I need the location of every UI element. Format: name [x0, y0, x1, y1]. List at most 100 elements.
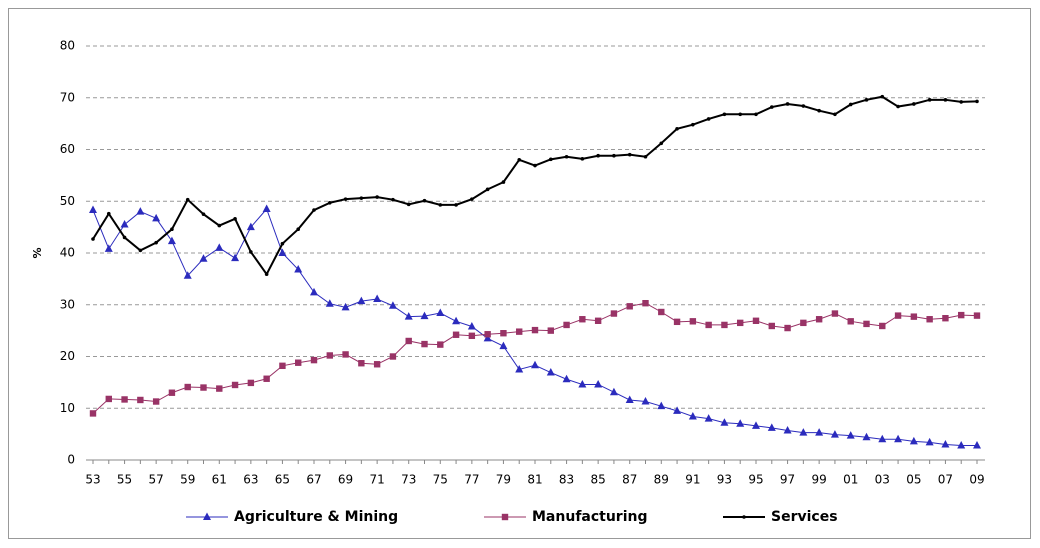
marker: [280, 241, 285, 246]
marker: [452, 316, 461, 325]
x-tick-label: 09: [969, 473, 984, 487]
y-tick-label: 30: [60, 297, 75, 311]
y-tick-label: 60: [60, 142, 75, 156]
marker: [215, 243, 224, 251]
marker: [578, 379, 587, 388]
marker: [863, 320, 870, 328]
marker: [295, 359, 302, 366]
marker: [388, 301, 397, 309]
marker: [263, 375, 270, 382]
marker: [168, 389, 176, 396]
marker: [688, 412, 697, 420]
marker: [862, 432, 871, 441]
marker: [610, 310, 618, 317]
marker: [973, 441, 981, 449]
marker: [894, 434, 903, 443]
marker: [704, 414, 713, 422]
marker: [104, 244, 113, 252]
x-tick-label: 95: [748, 473, 763, 487]
marker: [470, 197, 474, 201]
marker: [609, 387, 618, 396]
marker: [467, 321, 476, 330]
marker: [249, 250, 253, 254]
x-tick-label: 79: [496, 473, 511, 487]
marker: [122, 235, 127, 240]
marker: [296, 227, 301, 231]
marker: [625, 395, 634, 403]
marker: [373, 294, 382, 303]
marker: [643, 154, 648, 159]
marker: [185, 197, 190, 202]
marker: [247, 379, 255, 387]
marker: [909, 436, 918, 445]
x-tick-label: 97: [780, 473, 795, 487]
marker: [484, 331, 491, 338]
x-tick-label: 99: [812, 473, 827, 487]
marker: [846, 431, 855, 439]
marker: [233, 217, 237, 221]
marker: [941, 439, 950, 448]
y-tick-label: 70: [60, 90, 75, 104]
marker: [246, 222, 255, 231]
marker: [815, 428, 824, 436]
marker: [689, 318, 697, 325]
marker: [927, 98, 932, 102]
marker: [705, 321, 712, 329]
marker: [742, 515, 746, 519]
marker: [391, 197, 395, 202]
marker: [201, 212, 206, 216]
marker: [847, 318, 854, 325]
y-tick-label: 80: [60, 39, 75, 53]
y-tick-label: 50: [60, 194, 75, 208]
marker: [973, 312, 981, 319]
marker: [801, 104, 806, 108]
marker: [216, 385, 223, 392]
marker: [533, 163, 537, 168]
marker: [389, 353, 397, 360]
marker: [358, 360, 365, 367]
x-tick-label: 87: [622, 473, 637, 487]
marker: [152, 213, 161, 222]
marker: [815, 316, 823, 323]
x-tick-label: 83: [559, 473, 574, 487]
marker: [958, 311, 965, 319]
marker: [784, 324, 791, 332]
marker: [817, 108, 821, 113]
x-tick-label: 75: [433, 473, 448, 487]
marker: [438, 203, 443, 207]
marker: [121, 396, 128, 403]
marker: [675, 127, 679, 131]
marker: [563, 321, 570, 329]
marker: [785, 102, 790, 106]
marker: [468, 332, 476, 339]
marker: [91, 237, 95, 241]
marker: [722, 112, 727, 117]
marker: [294, 265, 303, 273]
marker: [894, 312, 902, 319]
marker: [485, 187, 490, 192]
marker: [959, 100, 964, 104]
y-tick-label: 20: [60, 349, 75, 363]
marker: [89, 205, 97, 214]
marker: [800, 319, 807, 327]
x-tick-label: 73: [401, 473, 416, 487]
legend-label: Agriculture & Mining: [234, 509, 398, 525]
marker: [738, 112, 743, 117]
x-tick-label: 01: [843, 473, 858, 487]
marker: [673, 406, 682, 414]
x-tick-label: 59: [180, 473, 195, 487]
marker: [833, 112, 837, 117]
marker: [546, 368, 555, 376]
marker: [499, 341, 508, 350]
marker: [341, 302, 350, 311]
marker: [170, 227, 174, 231]
marker: [138, 248, 143, 253]
marker: [483, 333, 492, 342]
marker: [943, 98, 948, 102]
marker: [659, 141, 664, 146]
marker: [641, 397, 650, 405]
marker: [673, 318, 681, 326]
x-tick-label: 55: [117, 473, 132, 487]
marker: [737, 319, 744, 327]
